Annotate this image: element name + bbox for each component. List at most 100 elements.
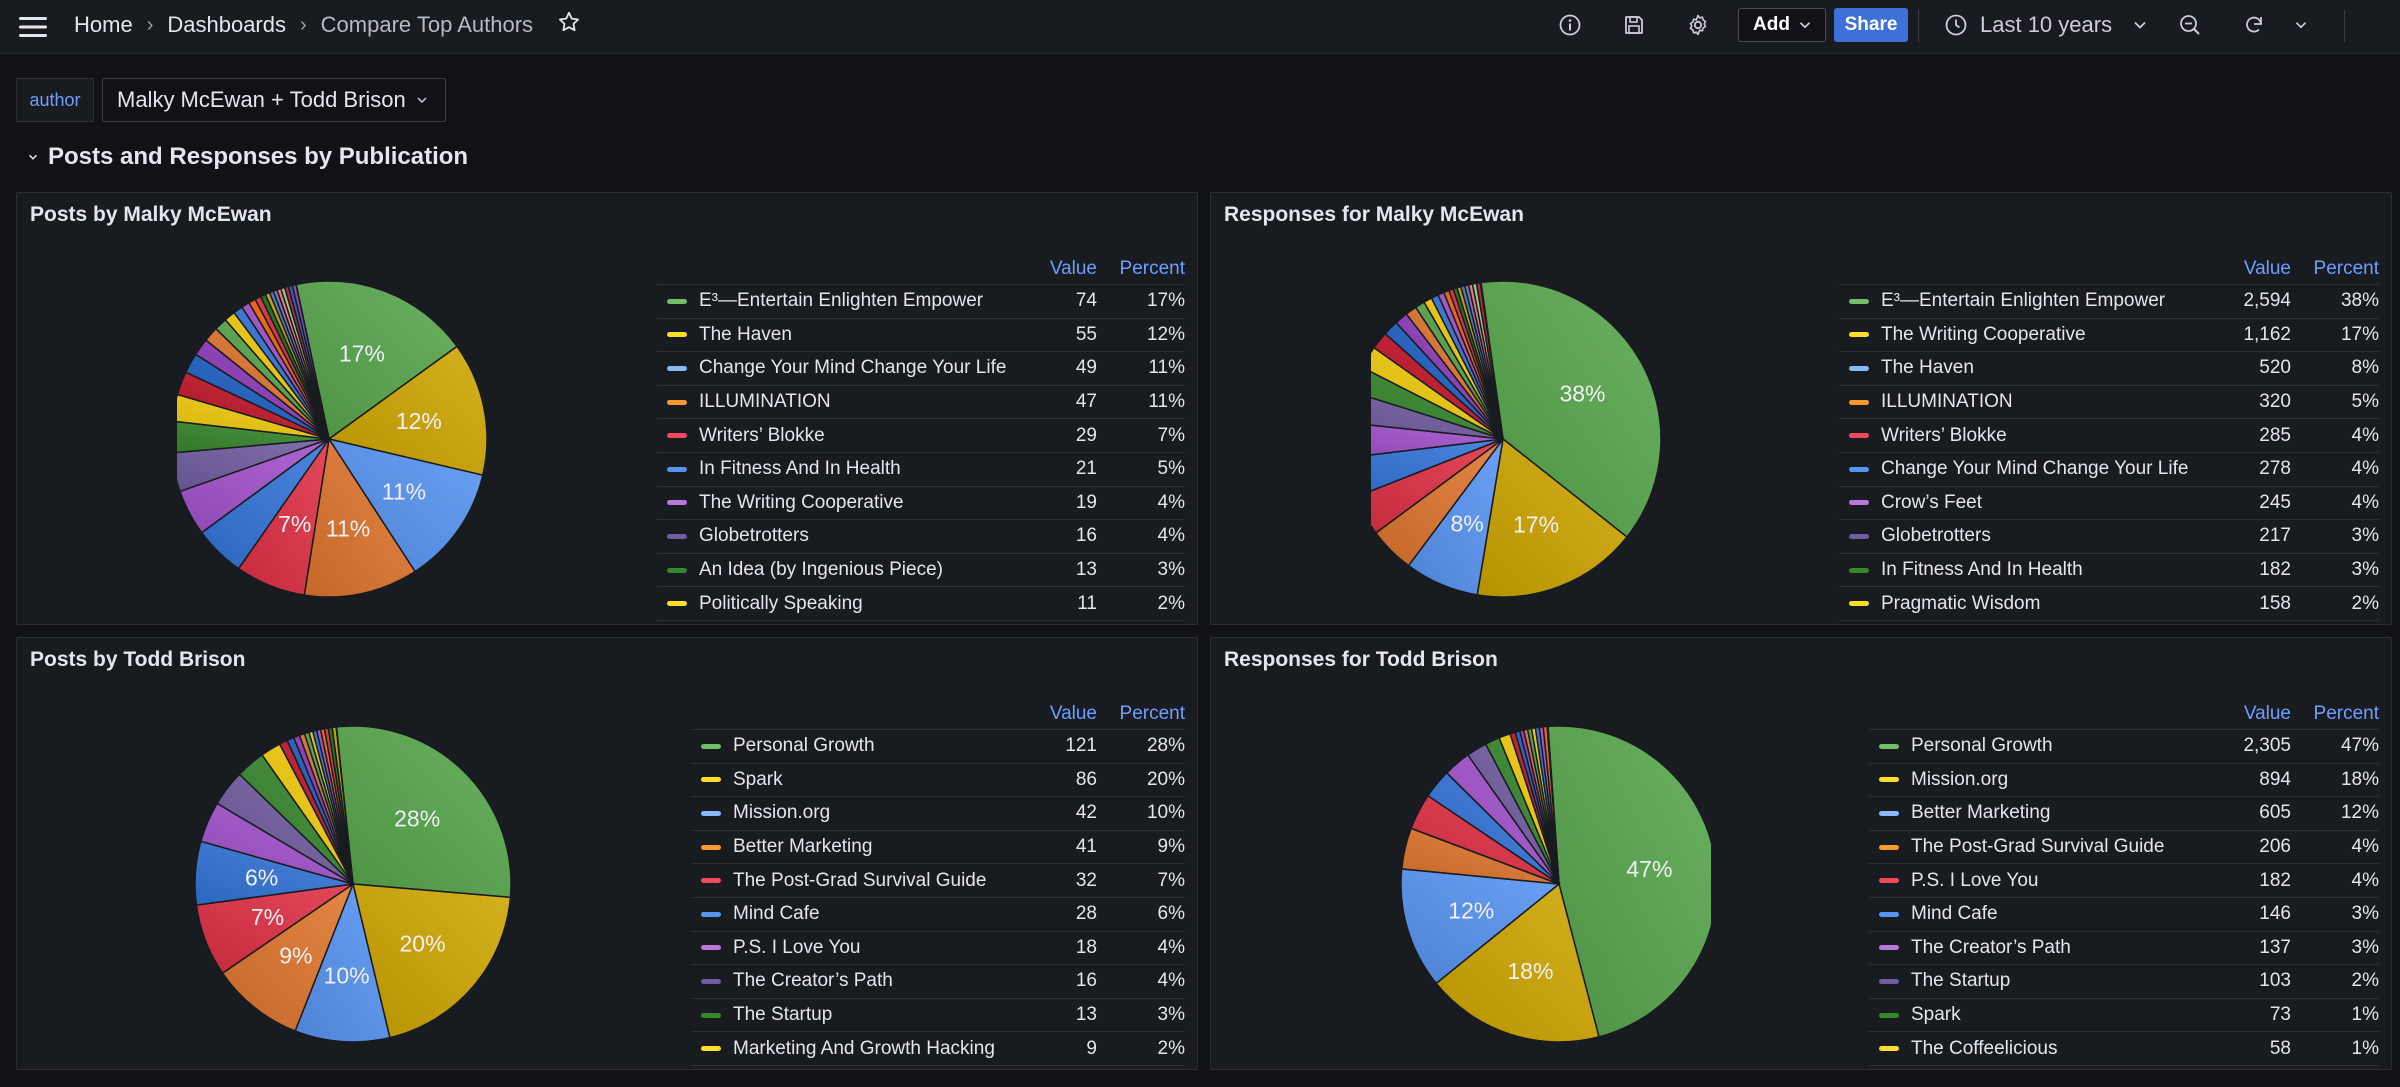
legend-header-value[interactable]: Value	[1049, 257, 1097, 279]
pie-slice[interactable]	[1400, 868, 1561, 985]
pie-slice[interactable]	[303, 436, 417, 598]
pie-slice[interactable]	[1371, 438, 1504, 534]
pie-slice[interactable]	[1371, 422, 1504, 457]
legend-row[interactable]: Pragmatic Wisdom 158 2%	[1839, 587, 2379, 621]
legend-item-percent: 47%	[2340, 735, 2379, 757]
legend-row[interactable]: In Fitness And In Health 21 5%	[657, 453, 1185, 487]
legend-row[interactable]: The Haven 55 12%	[657, 319, 1185, 353]
legend-row[interactable]: Marketing And Growth Hacking 9 2%	[691, 1032, 1185, 1066]
legend-row[interactable]: Change Your Mind Change Your Life 49 11%	[657, 352, 1185, 386]
pie-slice[interactable]	[327, 437, 484, 573]
legend-row[interactable]: The Post-Grad Survival Guide 32 7%	[691, 864, 1185, 898]
legend-row[interactable]: Personal Growth 121 28%	[691, 730, 1185, 764]
pie-slice[interactable]	[295, 280, 459, 441]
refresh-interval-dropdown[interactable]	[2286, 7, 2316, 43]
menu-toggle-button[interactable]	[16, 11, 50, 43]
legend-row[interactable]: ILLUMINATION 47 11%	[657, 386, 1185, 420]
star-icon[interactable]	[547, 10, 581, 40]
legend-item-percent: 4%	[2351, 424, 2379, 446]
legend-row[interactable]: Mission.org 894 18%	[1869, 764, 2379, 798]
panel-responses-malky: Responses for Malky McEwan 38% 17% 8% Valu…	[1210, 192, 2392, 625]
legend-row[interactable]: The Coffeelicious 58 1%	[1869, 1032, 2379, 1066]
legend-row[interactable]: The Writing Cooperative 1,162 17%	[1839, 319, 2379, 353]
legend-item-percent: 17%	[2340, 323, 2379, 345]
legend-item-percent: 17%	[1146, 290, 1185, 312]
legend-row[interactable]: The Startup 13 3%	[691, 999, 1185, 1033]
zoom-out-button[interactable]	[2172, 7, 2208, 43]
legend-row[interactable]: Spark 73 1%	[1869, 999, 2379, 1033]
refresh-button[interactable]	[2236, 7, 2272, 43]
legend-row[interactable]: Globetrotters 217 3%	[1839, 520, 2379, 554]
legend-swatch	[1879, 1012, 1899, 1018]
pie-slice[interactable]	[335, 726, 354, 885]
pie-slice[interactable]	[221, 882, 355, 1032]
legend-row[interactable]: The Haven 520 8%	[1839, 352, 2379, 386]
pie-slice[interactable]	[327, 345, 488, 477]
legend-swatch	[667, 466, 687, 472]
breadcrumb-home[interactable]: Home	[74, 12, 133, 37]
legend-row[interactable]: E³—Entertain Enlighten Empower 2,594 38%	[1839, 285, 2379, 319]
legend-row[interactable]: Mind Cafe 146 3%	[1869, 898, 2379, 932]
legend-header-percent[interactable]: Percent	[2313, 257, 2379, 279]
legend-row[interactable]: P.S. I Love You 18 4%	[691, 932, 1185, 966]
dashboard-row-toggle[interactable]: Posts and Responses by Publication	[26, 140, 468, 174]
legend-row[interactable]: Globetrotters 16 4%	[657, 520, 1185, 554]
legend-row[interactable]: Politically Speaking 11 2%	[657, 587, 1185, 621]
legend-row[interactable]: Writers’ Blokke 29 7%	[657, 419, 1185, 453]
legend-row[interactable]: Spark 86 20%	[691, 764, 1185, 798]
legend-header-percent[interactable]: Percent	[1119, 257, 1185, 279]
save-button[interactable]	[1616, 7, 1652, 43]
pie-slice[interactable]	[1546, 725, 1560, 885]
share-button[interactable]: Share	[1834, 8, 1908, 42]
settings-button[interactable]	[1680, 7, 1716, 43]
legend-item-name: An Idea (by Ingenious Piece)	[657, 559, 1047, 581]
legend-header-percent[interactable]: Percent	[2313, 702, 2379, 724]
legend-header-value[interactable]: Value	[2243, 702, 2291, 724]
pie-slice[interactable]	[177, 438, 330, 493]
time-range-picker[interactable]: Last 10 years	[1944, 6, 2150, 44]
legend-swatch	[701, 810, 721, 816]
legend-row[interactable]: The Creator’s Path 16 4%	[691, 965, 1185, 999]
info-icon	[1559, 14, 1581, 36]
pie-slice[interactable]	[177, 420, 330, 454]
legend-swatch	[1879, 844, 1899, 850]
author-variable-select[interactable]: Malky McEwan + Todd Brison	[102, 78, 446, 122]
pie-slice[interactable]	[1435, 882, 1600, 1043]
legend-row[interactable]: Mission.org 42 10%	[691, 797, 1185, 831]
pie-slice[interactable]	[1547, 725, 1711, 1038]
legend-row[interactable]: An Idea (by Ingenious Piece) 13 3%	[657, 554, 1185, 588]
breadcrumb-dashboards[interactable]: Dashboards	[167, 12, 286, 37]
pie-slice[interactable]	[335, 725, 512, 899]
legend-row[interactable]: E³—Entertain Enlighten Empower 74 17%	[657, 285, 1185, 319]
legend-row[interactable]: In Fitness And In Health 182 3%	[1839, 554, 2379, 588]
legend-row[interactable]: The Startup 103 2%	[1869, 965, 2379, 999]
pie-slice[interactable]	[294, 881, 391, 1043]
legend-row[interactable]: Mind Cafe 28 6%	[691, 898, 1185, 932]
legend-row[interactable]: Better Marketing 41 9%	[691, 831, 1185, 865]
pie-slice[interactable]	[1479, 281, 1504, 440]
legend-row[interactable]: Better Marketing 605 12%	[1869, 797, 2379, 831]
legend-item-label: An Idea (by Ingenious Piece)	[699, 559, 943, 581]
legend-row[interactable]: Personal Growth 2,305 47%	[1869, 730, 2379, 764]
pie-slice[interactable]	[1371, 438, 1504, 497]
info-button[interactable]	[1552, 7, 1588, 43]
legend-row[interactable]: The Writing Cooperative 19 4%	[657, 487, 1185, 521]
legend-row[interactable]: The Creator’s Path 137 3%	[1869, 932, 2379, 966]
pie-slice[interactable]	[1476, 437, 1629, 598]
add-button[interactable]: Add	[1738, 8, 1826, 42]
legend-header-value[interactable]: Value	[1049, 702, 1097, 724]
pie-slice[interactable]	[295, 283, 330, 440]
pie-slice[interactable]	[352, 883, 512, 1039]
legend-row[interactable]: Crow’s Feet 245 4%	[1839, 487, 2379, 521]
legend-row[interactable]: P.S. I Love You 182 4%	[1869, 864, 2379, 898]
legend-swatch	[667, 533, 687, 539]
legend-row[interactable]: The Post-Grad Survival Guide 206 4%	[1869, 831, 2379, 865]
legend-row[interactable]: Writers’ Blokke 285 4%	[1839, 419, 2379, 453]
legend-header-percent[interactable]: Percent	[1119, 702, 1185, 724]
legend-header-value[interactable]: Value	[2243, 257, 2291, 279]
legend-row[interactable]: Change Your Mind Change Your Life 278 4%	[1839, 453, 2379, 487]
pie-slice-label: 10%	[324, 962, 370, 988]
pie-slice[interactable]	[1480, 280, 1662, 539]
legend-row[interactable]: ILLUMINATION 320 5%	[1839, 386, 2379, 420]
pie-slice-label: 18%	[1507, 958, 1553, 984]
